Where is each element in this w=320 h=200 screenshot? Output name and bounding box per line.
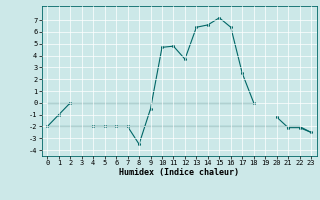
- X-axis label: Humidex (Indice chaleur): Humidex (Indice chaleur): [119, 168, 239, 177]
